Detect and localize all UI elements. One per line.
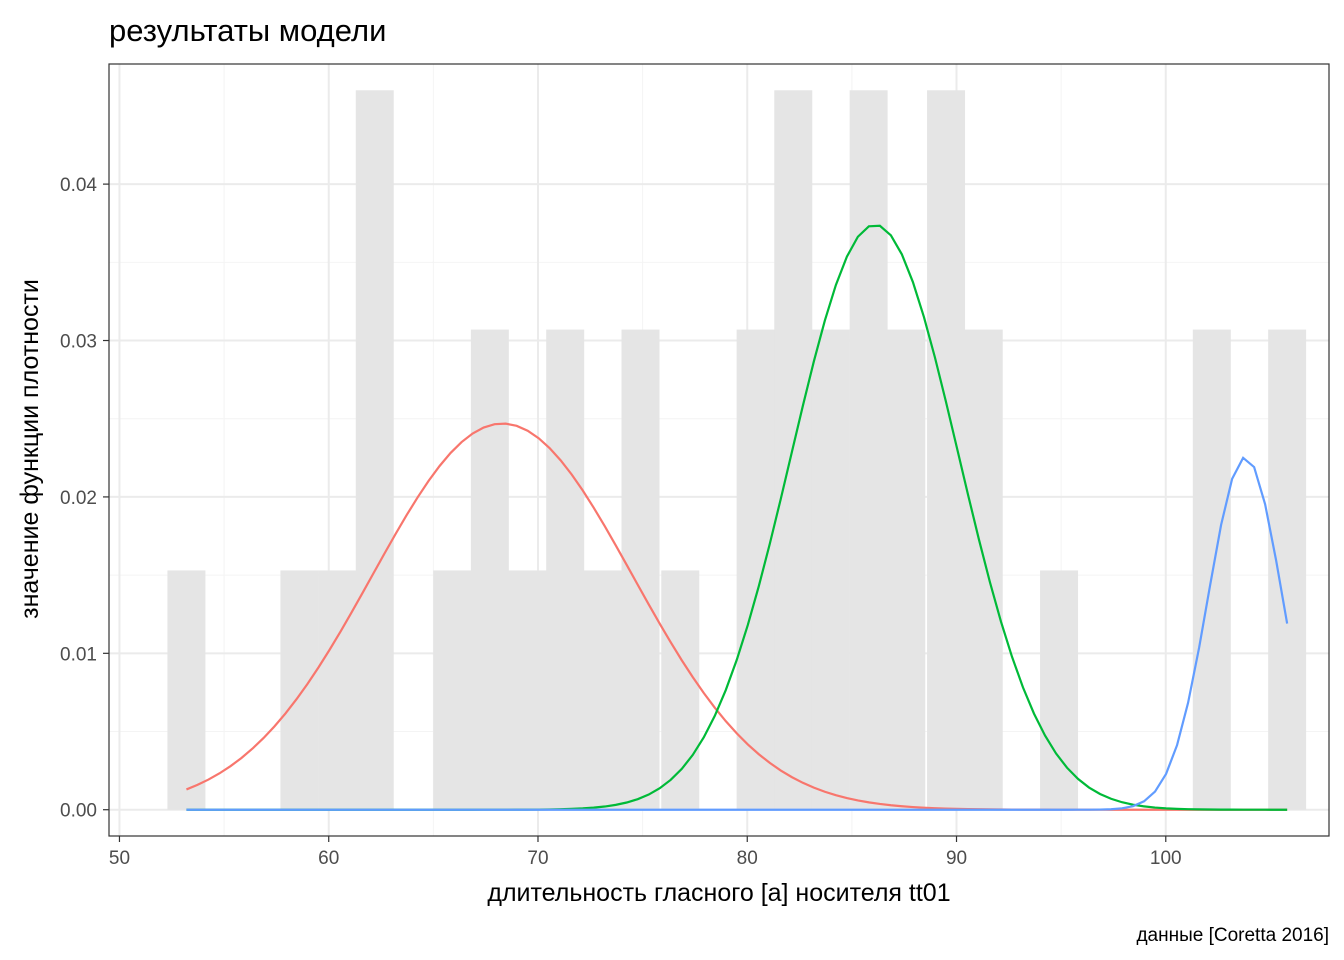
x-tick-label: 50: [109, 848, 130, 869]
histogram-bar: [1268, 329, 1307, 810]
histogram-bar: [661, 570, 700, 810]
histogram-bar: [964, 329, 1003, 810]
x-tick-label: 90: [946, 848, 967, 869]
x-tick-label: 80: [737, 848, 758, 869]
x-tick-label: 100: [1150, 848, 1182, 869]
histogram-bar: [508, 570, 547, 810]
x-tick-label: 60: [318, 848, 339, 869]
histogram-bar: [355, 90, 394, 810]
plot-area: [108, 63, 1330, 837]
chart-title: результаты модели: [109, 13, 386, 48]
y-axis-title: значение функции плотности: [16, 279, 44, 619]
histogram-bar: [887, 329, 926, 810]
histogram-bar: [167, 570, 206, 810]
histogram-bar: [470, 329, 509, 810]
histogram-bar: [280, 570, 319, 810]
y-tick-label: 0.01: [60, 644, 97, 665]
histogram-bar: [811, 329, 850, 810]
histogram-bar: [1192, 329, 1231, 810]
histogram-bar: [583, 570, 622, 810]
histogram-bar: [433, 570, 472, 810]
density-curve-3: [186, 456, 1289, 811]
histogram-bar: [1040, 570, 1079, 810]
histogram-bar: [927, 90, 966, 810]
y-tick-label: 0.03: [60, 332, 97, 353]
y-tick-label: 0.00: [60, 801, 97, 822]
histogram-bar: [849, 90, 888, 810]
x-axis-title: длительность гласного [a] носителя tt01: [487, 879, 950, 907]
histogram-bar: [546, 329, 585, 810]
x-tick-label: 70: [527, 848, 548, 869]
y-axis-ticks: 0.00 0.01 0.02 0.03 0.04: [60, 175, 109, 822]
y-tick-label: 0.04: [60, 175, 97, 196]
chart-caption: данные [Coretta 2016]: [1136, 925, 1329, 946]
x-axis-ticks: 50 60 70 80 90 100: [109, 836, 1182, 869]
panel-border: [108, 63, 1330, 837]
histogram-bar: [318, 570, 357, 810]
histogram-bar: [736, 329, 775, 810]
histogram-bar: [621, 329, 660, 810]
y-tick-label: 0.02: [60, 488, 97, 509]
